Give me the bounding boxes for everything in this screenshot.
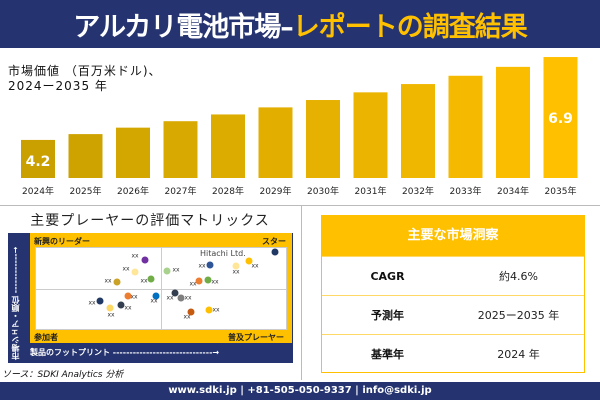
x-tick-label: 2029年 bbox=[260, 185, 292, 197]
quadrant-label: スター bbox=[262, 237, 286, 246]
bar bbox=[401, 84, 435, 178]
player-point bbox=[171, 289, 179, 297]
highlight-label: Hitachi Ltd. bbox=[200, 249, 246, 258]
player-point bbox=[177, 294, 185, 302]
data-label: 6.9 bbox=[548, 111, 573, 127]
bar bbox=[211, 114, 245, 178]
y-axis-label: 市場シェア・順位 ------------→ bbox=[11, 246, 20, 360]
point-label: xx bbox=[251, 262, 259, 270]
player-point bbox=[163, 267, 171, 275]
player-point bbox=[141, 256, 149, 264]
quadrant-label: 普及プレーヤー bbox=[228, 333, 284, 342]
x-tick-label: 2033年 bbox=[450, 185, 482, 197]
data-label: 4.2 bbox=[26, 154, 51, 170]
bar bbox=[353, 92, 388, 178]
divider bbox=[301, 205, 302, 380]
key-insights-table: 主要な市場洞察 CAGR 約4.6% 予測年 2025ー2035 年 基準年 2024… bbox=[321, 215, 585, 373]
point-label: xx bbox=[88, 299, 96, 307]
player-point bbox=[204, 276, 212, 284]
x-tick-label: 2034年 bbox=[497, 185, 529, 197]
player-point bbox=[106, 304, 114, 312]
bar bbox=[68, 134, 103, 178]
player-point bbox=[271, 248, 279, 256]
x-tick-label: 2026年 bbox=[117, 185, 149, 197]
bar bbox=[163, 121, 198, 178]
point-label: xx bbox=[122, 265, 130, 273]
point-label: xx bbox=[172, 266, 180, 274]
bar bbox=[543, 57, 578, 178]
point-label: xx bbox=[131, 252, 139, 260]
point-label: xx bbox=[198, 262, 206, 270]
player-point bbox=[131, 268, 139, 276]
bar bbox=[306, 100, 340, 178]
divider bbox=[0, 205, 600, 206]
point-label: xx bbox=[140, 277, 148, 285]
footer-contact: www.sdki.jp | +81-505-050-9337 | info@sd… bbox=[0, 382, 600, 400]
bar bbox=[116, 127, 150, 178]
player-point bbox=[117, 301, 125, 309]
player-point bbox=[124, 292, 132, 300]
x-tick-label: 2027年 bbox=[165, 185, 197, 197]
page-title: アルカリ電池市場– レポートの調査結果 bbox=[0, 0, 600, 48]
insights-title: 主要な市場洞察 bbox=[322, 216, 584, 256]
player-point bbox=[113, 278, 121, 286]
point-label: xx bbox=[150, 297, 158, 305]
player-point bbox=[147, 275, 155, 283]
bar bbox=[21, 139, 55, 178]
market-value-bar-chart: 2024年 4.2 2025年 2026年 2027年 2028年 2029年 2030年 20… bbox=[21, 57, 578, 197]
player-point bbox=[152, 292, 160, 300]
point-label: xx bbox=[184, 294, 192, 302]
bar bbox=[496, 66, 530, 178]
x-tick-label: 2025年 bbox=[70, 185, 102, 197]
x-axis-label: 製品のフットプリント -----------------------------… bbox=[30, 348, 220, 357]
point-label: xx bbox=[211, 278, 219, 286]
point-label: xx bbox=[130, 293, 138, 301]
player-point bbox=[96, 297, 104, 305]
x-tick-label: 2024年 bbox=[22, 185, 54, 197]
matrix-title: 主要プレーヤーの評価マトリックス bbox=[30, 213, 270, 229]
point-label: xx bbox=[124, 304, 132, 312]
point-label: xx bbox=[189, 280, 197, 288]
insight-row: CAGR 約4.6% bbox=[322, 256, 584, 295]
chart-subtitle: 市場価値 （百万米ドル)、 2024ー2035 年 bbox=[8, 64, 162, 93]
matrix-plot bbox=[35, 247, 287, 330]
point-label: xx bbox=[104, 277, 112, 285]
x-tick-label: 2032年 bbox=[402, 185, 434, 197]
point-label: xx bbox=[166, 294, 174, 302]
point-label: xx bbox=[107, 311, 115, 319]
insight-row: 基準年 2024 年 bbox=[322, 334, 584, 373]
player-point bbox=[245, 257, 253, 265]
player-point bbox=[195, 277, 203, 285]
source-note: ソース：SDKI Analytics 分析 bbox=[2, 370, 124, 380]
player-point bbox=[206, 261, 214, 269]
x-tick-label: 2031年 bbox=[355, 185, 387, 197]
quadrant-label: 参加者 bbox=[34, 333, 58, 342]
player-point bbox=[187, 308, 195, 316]
point-label: xx bbox=[183, 313, 191, 321]
point-label: xx bbox=[212, 306, 220, 314]
x-tick-label: 2028年 bbox=[212, 185, 244, 197]
quadrant-label: 新興のリーダー bbox=[34, 237, 90, 246]
x-tick-label: 2030年 bbox=[307, 185, 339, 197]
point-label: xx bbox=[232, 268, 240, 276]
player-point bbox=[232, 262, 240, 270]
x-tick-label: 2035年 bbox=[545, 185, 577, 197]
insight-row: 予測年 2025ー2035 年 bbox=[322, 295, 584, 334]
bar bbox=[258, 107, 293, 178]
bar bbox=[448, 75, 483, 178]
player-point bbox=[205, 306, 213, 314]
